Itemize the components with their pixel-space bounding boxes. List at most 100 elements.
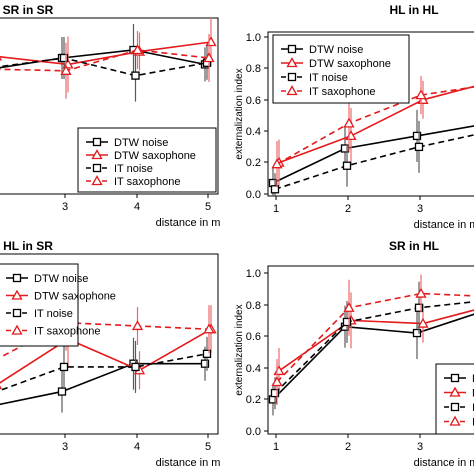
legend-label: IT noise <box>309 72 348 84</box>
data-point <box>131 362 140 372</box>
x-tick-label: 4 <box>134 201 140 213</box>
data-point <box>60 64 72 75</box>
series-line <box>0 49 210 72</box>
x-tick-label: 3 <box>417 203 423 215</box>
legend-marker <box>449 415 461 426</box>
data-point <box>343 117 355 128</box>
legend-marker <box>287 44 297 54</box>
y-axis-label: externalization index <box>234 68 245 159</box>
x-axis-label: distance in m <box>414 219 474 231</box>
data-point <box>59 362 69 372</box>
data-point <box>414 303 424 312</box>
series-line <box>272 313 474 400</box>
legend-marker <box>91 149 103 160</box>
plot-frame <box>0 253 219 435</box>
y-tick-label: 0.2 <box>246 394 261 406</box>
chart-title: SR in HL <box>389 239 439 253</box>
data-point <box>345 130 357 141</box>
x-axis-label: distance in m <box>156 217 221 229</box>
data-point <box>0 385 3 390</box>
series-line <box>0 353 208 392</box>
data-point <box>271 376 283 387</box>
x-tick-label: 1 <box>273 203 279 215</box>
y-tick-label: 0.8 <box>246 300 261 312</box>
y-tick-label: 0.4 <box>246 363 261 375</box>
chart-title: HL in HL <box>389 3 438 17</box>
legend-label: IT noise <box>34 308 73 320</box>
data-point <box>0 56 3 61</box>
legend-label: IT noise <box>114 163 153 175</box>
chart-panel-2: HL in HL 1 2 3 0.0 0.2 0.4 0.6 0.8 1.0 distance in… <box>234 3 474 231</box>
legend-label: DTW noise <box>114 137 168 149</box>
data-point <box>342 317 352 327</box>
plot-area <box>268 274 474 416</box>
legend-label: DTW noise <box>309 44 363 56</box>
x-tick-label: 5 <box>205 201 211 213</box>
legend-marker <box>92 163 102 173</box>
legend-marker <box>92 137 102 147</box>
legend-marker <box>449 386 461 397</box>
legend-label: DTW saxophone <box>472 388 474 400</box>
chart-panel-3: HL in SR 3 4 5 distance in m DTW noise DTW sax… <box>0 239 220 469</box>
data-point <box>203 323 215 334</box>
legend-marker <box>91 175 103 186</box>
legend: DTW noise DTW saxophone IT noise IT saxopho… <box>435 363 474 434</box>
x-tick-label: 3 <box>417 441 423 453</box>
data-point <box>131 320 144 331</box>
y-tick-label: 0.8 <box>246 63 261 75</box>
legend: DTW noise DTW saxophone IT noise IT saxopho… <box>272 34 410 104</box>
data-point <box>131 44 144 55</box>
legend-marker <box>286 57 298 68</box>
plot-frame <box>267 265 474 435</box>
data-point <box>270 388 280 398</box>
series-line <box>272 125 474 184</box>
legend-marker <box>450 402 460 412</box>
legend-label: DTW saxophone <box>34 291 116 303</box>
legend-label: IT saxophone <box>114 176 180 188</box>
legend-label: DTW saxophone <box>309 58 391 70</box>
series-line <box>0 41 212 66</box>
x-tick-label: 3 <box>62 441 68 453</box>
legend-label: IT saxophone <box>472 417 474 429</box>
x-axis-label: distance in m <box>414 457 474 469</box>
y-tick-label: 0.4 <box>246 126 261 138</box>
x-axis-label: distance in m <box>156 457 221 469</box>
legend-marker <box>11 324 23 335</box>
y-tick-label: 1.0 <box>246 268 261 280</box>
data-point <box>205 36 217 47</box>
data-point <box>203 52 215 63</box>
legend-label: IT saxophone <box>34 326 100 338</box>
data-point <box>270 185 280 194</box>
data-point <box>200 359 210 368</box>
data-point <box>417 317 429 328</box>
chart-title: SR in SR <box>3 3 54 17</box>
data-point <box>202 349 212 358</box>
data-point <box>273 365 285 376</box>
series-line <box>0 57 208 77</box>
series-line <box>274 134 474 191</box>
data-point <box>59 53 69 63</box>
legend: DTW noise DTW saxophone IT noise IT saxopho… <box>0 263 116 347</box>
y-tick-label: 1.0 <box>246 32 261 44</box>
legend-marker <box>286 85 298 96</box>
legend-label: DTW noise <box>34 273 88 285</box>
chart-title: HL in SR <box>3 239 53 253</box>
plot-frame <box>267 31 474 197</box>
series-line <box>276 86 474 165</box>
series-line <box>274 300 474 394</box>
data-point <box>343 301 355 312</box>
x-tick-label: 4 <box>134 441 140 453</box>
plot-area <box>0 18 217 102</box>
legend-label: DTW noise <box>472 373 474 385</box>
legend-marker <box>11 289 23 300</box>
data-point <box>412 131 422 141</box>
x-tick-label: 2 <box>345 203 351 215</box>
legend-marker <box>287 72 297 82</box>
data-point <box>415 89 427 100</box>
series-line <box>0 328 212 384</box>
legend-label: IT saxophone <box>309 86 375 98</box>
x-tick-label: 1 <box>273 441 279 453</box>
y-tick-label: 0.6 <box>246 331 261 343</box>
